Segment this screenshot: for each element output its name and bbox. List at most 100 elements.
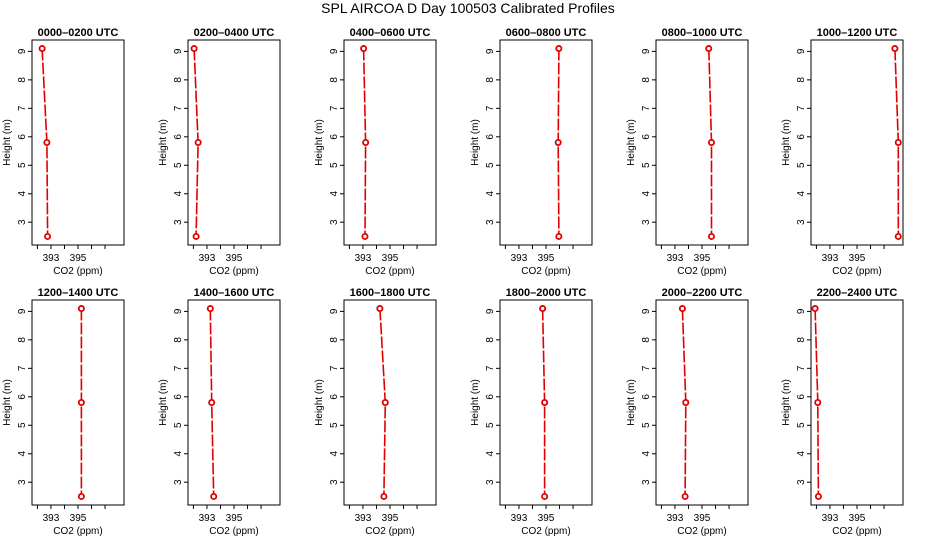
profile-panel: 0600–0800 UTC 3 4 5 6 7 8 9 393 395 CO2 (ppm) Heigh… bbox=[470, 27, 593, 277]
data-point bbox=[376, 305, 384, 313]
y-tick-label: 7 bbox=[641, 365, 652, 371]
data-point bbox=[894, 232, 902, 240]
y-tick-label: 5 bbox=[641, 162, 652, 168]
x-axis-label: CO2 (ppm) bbox=[832, 526, 881, 537]
data-point bbox=[43, 138, 51, 146]
y-tick-label: 3 bbox=[796, 219, 807, 225]
x-tick-label: 395 bbox=[694, 513, 711, 524]
data-point bbox=[208, 398, 216, 406]
y-tick-label: 8 bbox=[641, 337, 652, 343]
y-tick-label: 9 bbox=[796, 308, 807, 314]
x-axis-label: CO2 (ppm) bbox=[365, 266, 414, 277]
x-tick-label: 395 bbox=[538, 253, 555, 264]
y-tick-label: 8 bbox=[796, 77, 807, 83]
y-tick-label: 6 bbox=[796, 394, 807, 400]
y-tick-label: 5 bbox=[329, 162, 340, 168]
x-tick-label: 393 bbox=[43, 513, 60, 524]
y-tick-label: 9 bbox=[485, 308, 496, 314]
y-tick-label: 3 bbox=[796, 479, 807, 485]
x-tick-label: 393 bbox=[43, 253, 60, 264]
x-tick-label: 395 bbox=[849, 253, 866, 264]
data-point bbox=[210, 492, 218, 500]
profile-panel: 1200–1400 UTC 3 4 5 6 7 8 9 393 395 CO2 (ppm) Heigh… bbox=[2, 287, 125, 537]
y-tick-label: 4 bbox=[641, 451, 652, 457]
y-tick-label: 7 bbox=[329, 365, 340, 371]
x-axis-label: CO2 (ppm) bbox=[53, 526, 102, 537]
data-point bbox=[678, 305, 686, 313]
data-point bbox=[192, 232, 200, 240]
y-axis-label: Height (m) bbox=[2, 379, 13, 426]
panel-title: 0000–0200 UTC bbox=[38, 27, 119, 39]
y-axis-label: Height (m) bbox=[781, 379, 792, 426]
x-axis-label: CO2 (ppm) bbox=[365, 526, 414, 537]
y-tick-label: 6 bbox=[796, 134, 807, 140]
data-point bbox=[891, 45, 899, 53]
y-axis-label: Height (m) bbox=[314, 119, 325, 166]
y-tick-label: 6 bbox=[17, 394, 28, 400]
profile-panel: 1800–2000 UTC 3 4 5 6 7 8 9 393 395 CO2 (ppm) Heigh… bbox=[470, 287, 593, 537]
y-tick-label: 3 bbox=[173, 479, 184, 485]
profile-panel: 2000–2200 UTC 3 4 5 6 7 8 9 393 395 CO2 (ppm) Heigh… bbox=[626, 287, 749, 537]
y-tick-label: 6 bbox=[329, 394, 340, 400]
y-tick-label: 3 bbox=[641, 219, 652, 225]
data-point bbox=[206, 305, 214, 313]
profile-panel: 2200–2400 UTC 3 4 5 6 7 8 9 393 395 CO2 (ppm) Heigh… bbox=[781, 287, 904, 537]
y-axis-label: Height (m) bbox=[626, 379, 637, 426]
data-point bbox=[707, 138, 715, 146]
x-axis-label: CO2 (ppm) bbox=[677, 266, 726, 277]
x-tick-label: 393 bbox=[822, 253, 839, 264]
data-point bbox=[77, 398, 85, 406]
y-tick-label: 8 bbox=[173, 77, 184, 83]
y-tick-label: 4 bbox=[485, 451, 496, 457]
y-tick-label: 7 bbox=[485, 105, 496, 111]
y-tick-label: 5 bbox=[485, 162, 496, 168]
y-tick-label: 9 bbox=[329, 48, 340, 54]
y-axis-label: Height (m) bbox=[158, 119, 169, 166]
figure-title: SPL AIRCOA D Day 100503 Calibrated Profi… bbox=[321, 0, 615, 16]
x-tick-label: 395 bbox=[226, 513, 243, 524]
y-axis-label: Height (m) bbox=[2, 119, 13, 166]
plot-frame bbox=[187, 39, 281, 246]
data-point bbox=[707, 232, 715, 240]
x-tick-label: 395 bbox=[382, 513, 399, 524]
panel-title: 0200–0400 UTC bbox=[194, 27, 275, 39]
y-tick-label: 4 bbox=[796, 191, 807, 197]
y-tick-label: 8 bbox=[17, 77, 28, 83]
x-tick-label: 393 bbox=[667, 513, 684, 524]
y-tick-label: 8 bbox=[485, 77, 496, 83]
data-point bbox=[360, 45, 368, 53]
y-tick-label: 9 bbox=[329, 308, 340, 314]
x-axis-label: CO2 (ppm) bbox=[209, 266, 258, 277]
data-point bbox=[190, 45, 198, 53]
y-tick-label: 3 bbox=[17, 479, 28, 485]
x-axis-label: CO2 (ppm) bbox=[521, 266, 570, 277]
x-tick-label: 393 bbox=[199, 253, 216, 264]
x-axis-label: CO2 (ppm) bbox=[677, 526, 726, 537]
y-tick-label: 4 bbox=[17, 451, 28, 457]
plot-frame bbox=[343, 39, 437, 246]
x-tick-label: 393 bbox=[667, 253, 684, 264]
y-tick-label: 7 bbox=[173, 365, 184, 371]
y-axis-label: Height (m) bbox=[314, 379, 325, 426]
y-tick-label: 6 bbox=[485, 394, 496, 400]
y-tick-label: 4 bbox=[485, 191, 496, 197]
y-tick-label: 4 bbox=[641, 191, 652, 197]
y-tick-label: 7 bbox=[485, 365, 496, 371]
y-tick-label: 7 bbox=[796, 105, 807, 111]
x-tick-label: 393 bbox=[511, 253, 528, 264]
data-point bbox=[44, 232, 52, 240]
data-point bbox=[681, 492, 689, 500]
data-point bbox=[194, 138, 202, 146]
data-point bbox=[381, 398, 389, 406]
x-tick-label: 393 bbox=[822, 513, 839, 524]
y-tick-label: 3 bbox=[641, 479, 652, 485]
x-tick-label: 395 bbox=[538, 513, 555, 524]
data-point bbox=[541, 492, 549, 500]
x-axis-label: CO2 (ppm) bbox=[521, 526, 570, 537]
y-tick-label: 3 bbox=[17, 219, 28, 225]
x-tick-label: 393 bbox=[511, 513, 528, 524]
y-tick-label: 5 bbox=[485, 422, 496, 428]
plot-frame bbox=[499, 39, 593, 246]
y-tick-label: 5 bbox=[329, 422, 340, 428]
